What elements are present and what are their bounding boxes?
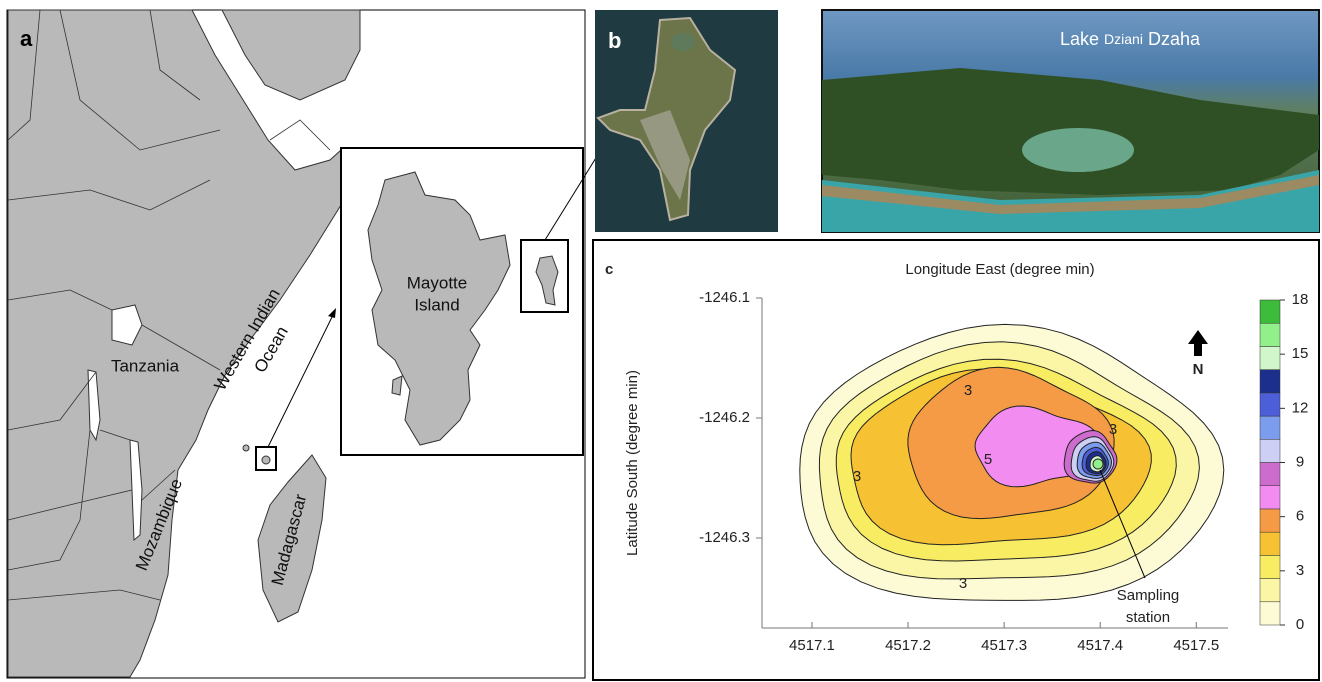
x-tick-label: 4517.1 [789,637,835,654]
colorbar-label: 18 [1292,291,1309,308]
colorbar-label: 12 [1292,399,1309,416]
north-label: N [1193,361,1204,378]
annotation: station [1126,609,1170,626]
panel-label: c [605,261,613,278]
page: {"panel_a": {"label": "a", "countries": … [0,0,1322,682]
annotation: Sampling [1117,587,1180,604]
contour-label: 3 [853,468,861,485]
aerial-photo: Lake Dziani Dzaha [822,10,1319,232]
colorbar-box [1260,439,1280,462]
colorbar-label: 3 [1296,562,1304,579]
contour-region [1093,459,1103,469]
colorbar-box [1260,486,1280,509]
colorbar-box [1260,416,1280,439]
x-tick-label: 4517.2 [885,637,931,654]
lake-dziani [1022,128,1134,172]
y-tick-label: -1246.3 [699,529,750,546]
panel-label: b [608,28,621,53]
colorbar-box [1260,532,1280,555]
island-label: Island [414,295,459,314]
colorbar-box [1260,579,1280,602]
y-axis-title: Latitude South (degree min) [624,370,641,556]
caption-part: Dziani [1104,31,1143,47]
colorbar-box [1260,555,1280,578]
panel-b: b [595,10,778,232]
colorbar-box [1260,393,1280,416]
colorbar-label: 0 [1296,616,1304,633]
x-axis-title: Longitude East (degree min) [905,261,1094,278]
colorbar-label: 15 [1292,345,1309,362]
x-tick-label: 4517.3 [981,637,1027,654]
mayotte-small [262,456,270,464]
contour-label: 3 [964,382,972,399]
colorbar-label: 6 [1296,508,1304,525]
panel-a: a Tanzania Mozambique Madagascar Western… [7,10,612,678]
colorbar-label: 9 [1296,453,1304,470]
colorbar-box [1260,346,1280,369]
figure: a Tanzania Mozambique Madagascar Western… [0,0,1322,682]
panel-label: a [20,26,33,51]
y-tick-label: -1246.2 [699,409,750,426]
x-tick-label: 4517.4 [1077,637,1123,654]
colorbar-box [1260,370,1280,393]
colorbar-box [1260,300,1280,323]
colorbar-box [1260,463,1280,486]
contour-label: 5 [984,451,992,468]
colorbar-box [1260,509,1280,532]
contour-label: 3 [959,575,967,592]
caption-part: Dzaha [1148,29,1201,49]
country-label: Tanzania [111,356,180,375]
x-tick-label: 4517.5 [1173,637,1219,654]
caption-part: Lake [1060,29,1099,49]
comoros [243,445,249,451]
photo-caption: Lake Dziani Dzaha [1060,29,1201,49]
contour-label: 3 [1109,421,1117,438]
y-tick-label: -1246.1 [699,289,750,306]
lake-shape [671,33,695,51]
colorbar-box [1260,602,1280,625]
colorbar-box [1260,323,1280,346]
island-label: Mayotte [407,273,467,292]
